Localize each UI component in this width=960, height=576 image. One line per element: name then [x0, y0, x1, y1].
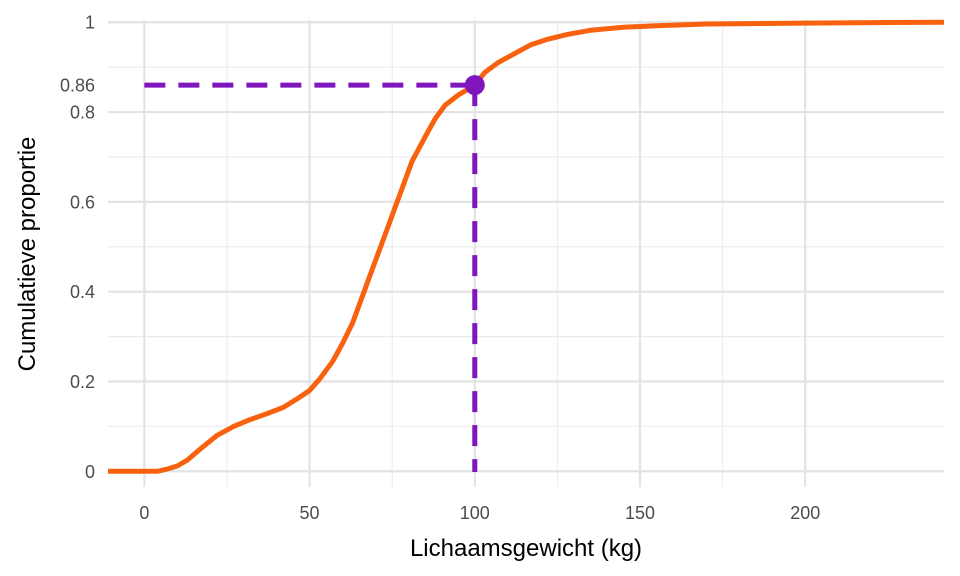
x-axis-title: Lichaamsgewicht (kg)	[410, 535, 642, 562]
y-tick-label: 0.4	[70, 282, 95, 302]
y-tick-label: 0.8	[70, 103, 95, 123]
y-axis-title: Cumulatieve proportie	[14, 137, 41, 372]
x-tick-label: 50	[300, 503, 320, 523]
y-tick-label: 0	[85, 462, 95, 482]
x-tick-label: 150	[625, 503, 655, 523]
x-tick-label: 100	[460, 503, 490, 523]
marker-layer	[464, 75, 485, 96]
x-tick-label: 200	[790, 503, 820, 523]
y-tick-label: 0.86	[60, 76, 95, 96]
y-tick-label: 1	[85, 13, 95, 33]
grid-major-lines	[108, 20, 944, 487]
y-tick-label: 0.6	[70, 192, 95, 212]
cdf-line	[108, 19, 945, 474]
y-tick-label: 0.2	[70, 372, 95, 392]
x-tick-label: 0	[139, 503, 149, 523]
y-tick-labels: 0 0.2 0.4 0.6 0.8 1 0.86	[60, 13, 95, 482]
grid-minor-lines	[108, 20, 944, 487]
series-layer	[108, 19, 945, 474]
x-tick-labels: 0 50 100 150 200	[139, 503, 820, 523]
highlight-point	[464, 75, 485, 96]
highlight-guide-lines	[144, 82, 478, 472]
